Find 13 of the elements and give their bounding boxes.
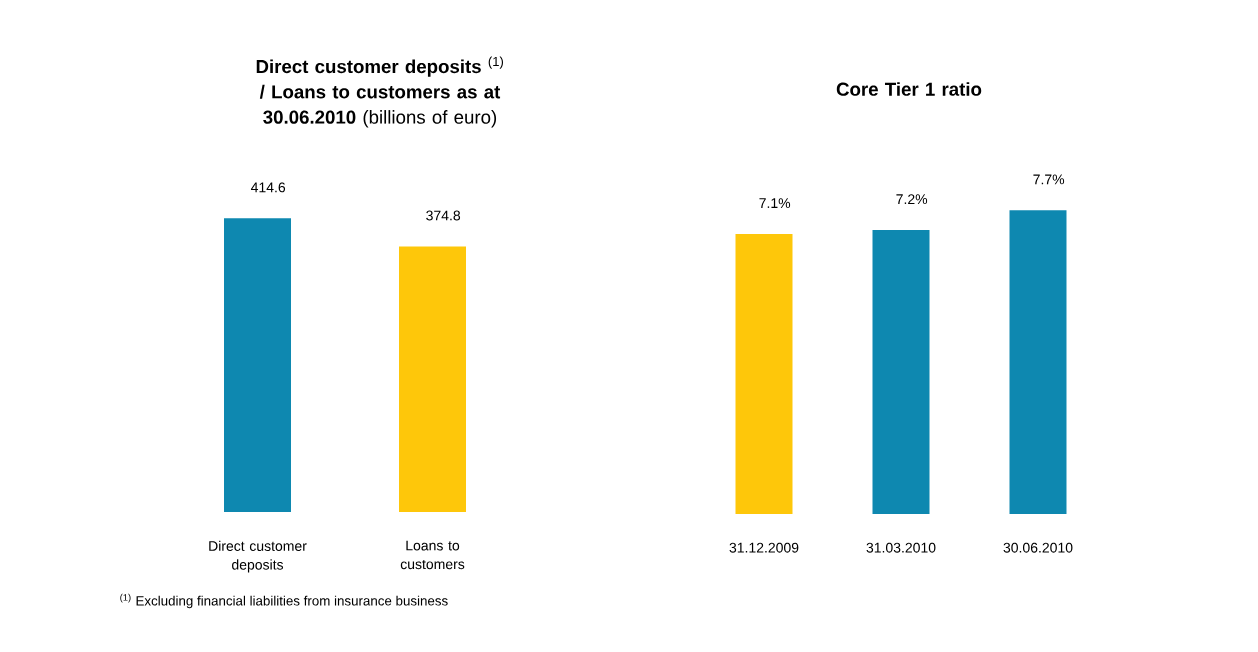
x-tick-label: Direct customer deposits — [209, 540, 307, 573]
chart-title: Direct customer deposits $^{(1)}$ / Loans to customers as at 30.06.2010 (billions of euro) — [256, 56, 504, 128]
x-tick-label: 31.12.2009 — [729, 542, 799, 553]
x-tick-label: 31.03.2010 — [866, 542, 936, 553]
text: $^{(1)}$ Excluding financial liabilities from insurance business — [120, 593, 448, 609]
x-tick-label: Loans to customers — [400, 540, 465, 570]
data-label: 7.7% — [1033, 174, 1065, 185]
data-label: 414.6 — [250, 182, 286, 193]
chart-title: Core Tier 1 ratio — [836, 82, 982, 96]
data-label: 7.2% — [896, 194, 928, 205]
data-label: 374.8 — [426, 210, 461, 221]
data-label: 7.1% — [759, 198, 791, 208]
x-tick-label: 30.06.2010 — [1003, 542, 1073, 553]
